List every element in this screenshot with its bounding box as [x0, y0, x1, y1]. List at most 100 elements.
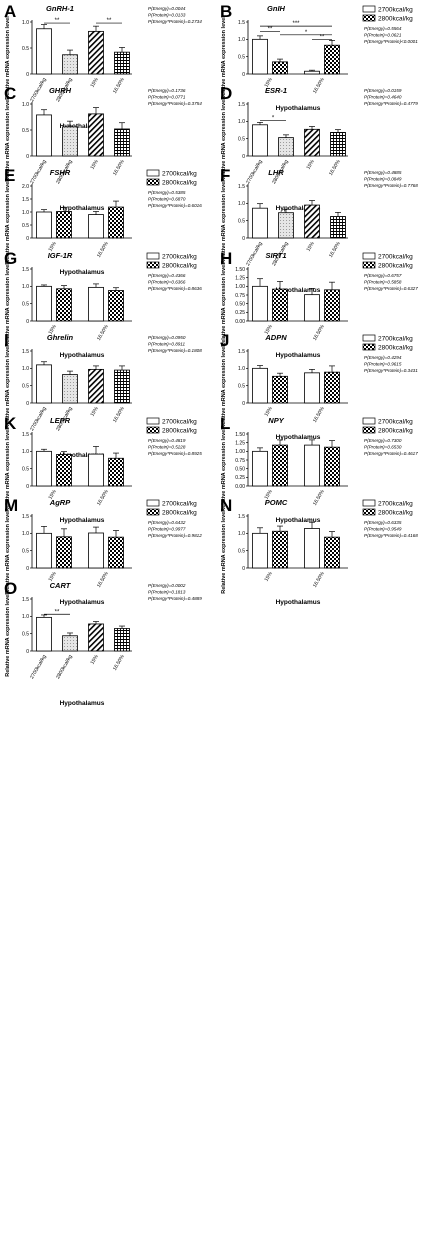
y-axis-label: Relative mRNA expression level [5, 345, 11, 429]
legend-label: 2700kcal/kg [162, 254, 197, 261]
p-value-text: P(Energy)=0.6335 [364, 520, 402, 525]
bar-3 [88, 623, 104, 652]
y-tick-label: 0.75 [235, 293, 245, 299]
y-axis-label: Relative mRNA expression level [5, 180, 11, 264]
y-tick-label: 1.00 [235, 284, 245, 290]
gene-title: ESR-1 [265, 86, 287, 95]
gene-title: AgRP [49, 498, 71, 507]
p-value-text: P(Energy*Protein)=0.7768 [364, 183, 418, 188]
legend-swatch [362, 5, 376, 13]
y-tick-label: 1.50 [235, 267, 245, 273]
bar-2 [278, 212, 294, 239]
panel-k: K LEPR Relative mRNA expression level 0 0.5 1… [4, 414, 202, 524]
p-value-text: P(Energy*Protein)=0.4617 [364, 451, 418, 456]
y-axis-label: Relative mRNA expression level [221, 345, 227, 429]
y-tick-label: 1.50 [235, 432, 245, 438]
x-tick-label: 15% [264, 406, 274, 418]
legend-label: 2800kcal/kg [378, 510, 413, 517]
p-value-text: P(Energy*Protein)=0.6327 [364, 286, 418, 291]
legend-swatch [362, 343, 376, 351]
bar-1-2 [304, 528, 320, 569]
bar-2-1 [272, 375, 288, 404]
bar-4 [330, 216, 346, 239]
y-tick-label: 1.25 [235, 440, 245, 446]
legend-swatch [146, 261, 160, 269]
bar-1-2 [88, 286, 104, 322]
legend-label: 2800kcal/kg [378, 428, 413, 435]
x-tick-label: 2700kcal/kg [29, 654, 48, 680]
x-tick-label: 15% [48, 241, 58, 253]
panel-g: G IGF-1R Relative mRNA expression level 0 0.… [4, 249, 202, 359]
y-axis-label: Relative mRNA expression level [221, 98, 227, 182]
p-value-text: P(Protein)=0.1813 [148, 590, 186, 595]
bar-1 [36, 616, 52, 652]
panel-letter: G [4, 249, 17, 268]
x-tick-label: 15% [264, 77, 274, 89]
x-tick-label: 16.50% [328, 159, 342, 177]
p-value-text: P(Energy)=0.4366 [148, 273, 186, 278]
bar-4 [114, 128, 130, 157]
legend-swatch [362, 508, 376, 516]
bar-2 [62, 374, 78, 404]
bar-3 [304, 204, 320, 239]
y-tick-label: 1.00 [235, 449, 245, 455]
bar-2-2 [108, 290, 124, 322]
x-tick-label: 16.50% [96, 241, 110, 259]
y-tick-label: 0.5 [22, 128, 29, 134]
y-tick-label: 0.00 [235, 484, 245, 490]
bar-1-1 [36, 211, 52, 239]
x-axis-label: Hypothalamus [60, 269, 105, 276]
bar-1 [36, 28, 52, 75]
legend-swatch [362, 426, 376, 434]
y-tick-label: 1.5 [238, 20, 245, 26]
y-tick-label: 0.5 [22, 383, 29, 389]
bar-2-2 [324, 44, 340, 75]
y-tick-label: 0 [242, 401, 245, 407]
p-value-text: P(Energy)=0.0159 [364, 88, 402, 93]
y-tick-label: 0.50 [235, 466, 245, 472]
legend-label: 2800kcal/kg [162, 510, 197, 517]
x-tick-label: 2700kcal/kg [245, 159, 264, 185]
bar-2-2 [324, 446, 340, 487]
x-tick-label: 16.50% [112, 654, 126, 672]
x-tick-label: 16.50% [312, 571, 326, 589]
p-value-text: P(Energy*Protein)=0.6016 [148, 203, 202, 208]
panel-j: J ADPN Relative mRNA expression level 0 0.5 1… [220, 331, 418, 441]
x-tick-label: 15% [48, 489, 58, 501]
legend-label: 2700kcal/kg [378, 254, 413, 261]
p-value-text: P(Protein)=0.9615 [364, 362, 402, 367]
p-value-text: P(Protein)=0.8911 [148, 342, 186, 347]
panel-letter: B [220, 2, 232, 21]
p-value-text: P(Protein)=0.9977 [148, 527, 186, 532]
x-tick-label: 16.50% [112, 159, 126, 177]
bar-2-1 [272, 61, 288, 75]
significance-label: * [305, 30, 308, 36]
legend-swatch [146, 178, 160, 186]
panel-letter: M [4, 496, 18, 515]
x-axis-label: Hypothalamus [60, 599, 105, 606]
y-axis-label: Relative mRNA expression level [221, 16, 227, 100]
p-value-text: P(Energy*Protein)=0.4779 [364, 101, 418, 106]
y-axis-label: Relative mRNA expression level [5, 593, 11, 677]
y-axis-label: Relative mRNA expression level [221, 180, 227, 264]
panel-a: A GnRH-1 Relative mRNA expression level 0 0.… [4, 2, 202, 130]
bar-1-1 [36, 532, 52, 569]
bar-2 [278, 137, 294, 157]
bar-1 [252, 207, 268, 239]
y-tick-label: 1.5 [22, 597, 29, 603]
p-value-text: P(Energy*Protein)=0.3431 [364, 368, 418, 373]
bar-2 [62, 54, 78, 75]
x-tick-label: 2700kcal/kg [29, 159, 48, 185]
legend-swatch [362, 14, 376, 22]
bar-1-1 [252, 38, 268, 75]
legend-label: 2800kcal/kg [162, 428, 197, 435]
p-value-text: P(Energy*Protein)=0.3754 [148, 101, 202, 106]
legend-swatch [146, 426, 160, 434]
gene-title: ADPN [264, 333, 287, 342]
x-axis-label: Hypothalamus [60, 205, 105, 212]
x-tick-label: 15% [90, 406, 100, 418]
y-axis-label: Relative mRNA expression level [5, 16, 11, 100]
legend-label: 2700kcal/kg [378, 336, 413, 343]
bar-2-2 [108, 457, 124, 487]
bar-2-1 [56, 211, 72, 239]
